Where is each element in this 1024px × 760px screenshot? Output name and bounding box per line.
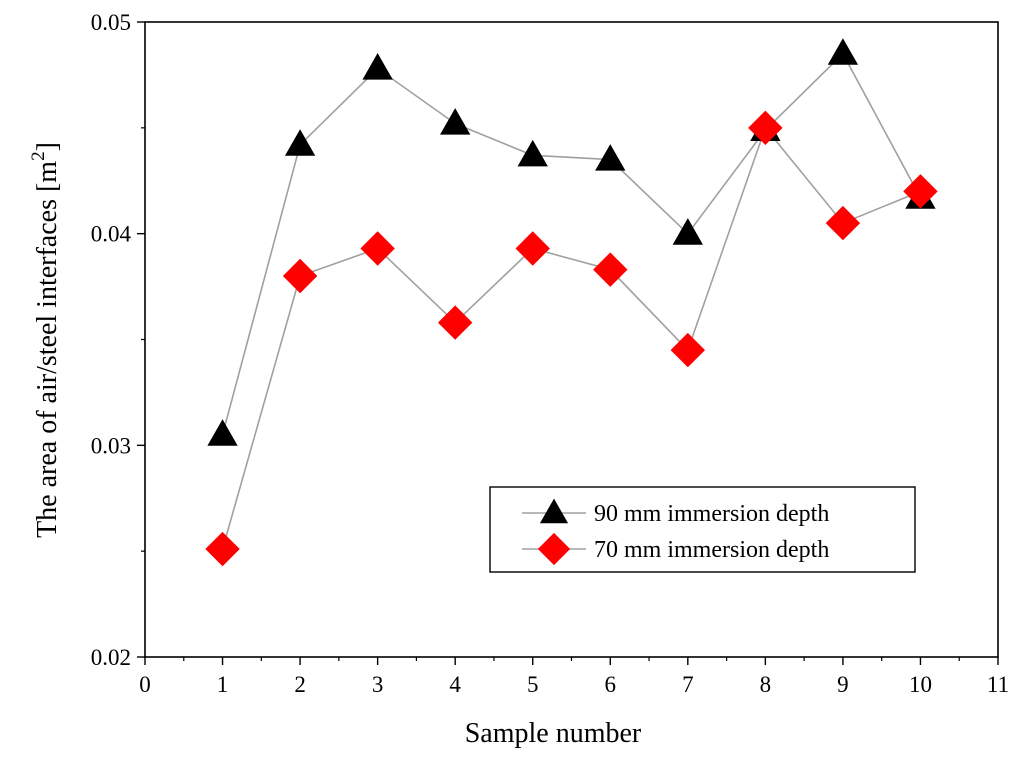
legend: 90 mm immersion depth 70 mm immersion dep… xyxy=(489,486,916,573)
x-tick-label: 0 xyxy=(139,672,151,697)
x-tick-label: 11 xyxy=(987,672,1009,697)
x-tick-label: 1 xyxy=(217,672,229,697)
x-axis-title: Sample number xyxy=(465,718,642,749)
y-tick-label: 0.05 xyxy=(91,10,131,35)
legend-triangle-marker xyxy=(539,498,569,524)
diamond-marker xyxy=(437,305,473,340)
legend-diamond-marker xyxy=(537,532,571,566)
x-tick-label: 2 xyxy=(294,672,306,697)
y-tick-label: 0.04 xyxy=(91,222,132,247)
diamond-marker xyxy=(515,231,550,266)
y-axis-title-close: ] xyxy=(32,142,63,151)
triangle-marker xyxy=(362,53,393,80)
legend-label-2: 70 mm immersion depth xyxy=(594,537,829,563)
diamond-marker xyxy=(282,258,318,294)
y-tick-label: 0.02 xyxy=(91,645,131,670)
diamond-marker xyxy=(670,332,706,368)
triangle-marker xyxy=(672,218,703,245)
diamond-marker xyxy=(748,110,783,146)
y-axis-title-superscript: 2 xyxy=(28,151,49,161)
series-line-1 xyxy=(221,52,922,435)
diamond-marker xyxy=(593,252,628,287)
y-tick-label: 0.03 xyxy=(91,433,131,458)
x-tick-label: 5 xyxy=(527,672,539,697)
legend-label-1: 90 mm immersion depth xyxy=(594,501,829,527)
triangle-marker xyxy=(595,144,626,171)
diamond-marker xyxy=(205,531,240,567)
diamond-marker xyxy=(825,205,861,241)
diamond-marker xyxy=(903,174,938,209)
series-line-2 xyxy=(221,126,921,550)
x-tick-label: 3 xyxy=(372,672,384,697)
triangle-marker xyxy=(517,139,548,167)
triangle-marker xyxy=(827,38,859,65)
x-tick-label: 7 xyxy=(682,672,694,697)
axes: 0 1 2 3 4 5 6 7 8 9 10 11 0.02 0.03 0.04 0.05 xyxy=(91,10,1009,697)
x-tick-label: 10 xyxy=(909,672,932,697)
x-tick-label: 4 xyxy=(449,672,461,697)
x-tick-label: 8 xyxy=(760,672,772,697)
triangle-marker xyxy=(284,129,316,156)
series-layer xyxy=(205,38,938,567)
triangle-marker xyxy=(440,108,471,135)
x-tick-label: 9 xyxy=(837,672,849,697)
diamond-marker xyxy=(360,231,395,266)
y-axis-title-main: The area of air/steel interfaces [m xyxy=(32,161,63,538)
triangle-marker xyxy=(207,419,238,446)
x-tick-label: 6 xyxy=(605,672,617,697)
y-axis-title: The area of air/steel interfaces [m2] xyxy=(28,142,63,538)
